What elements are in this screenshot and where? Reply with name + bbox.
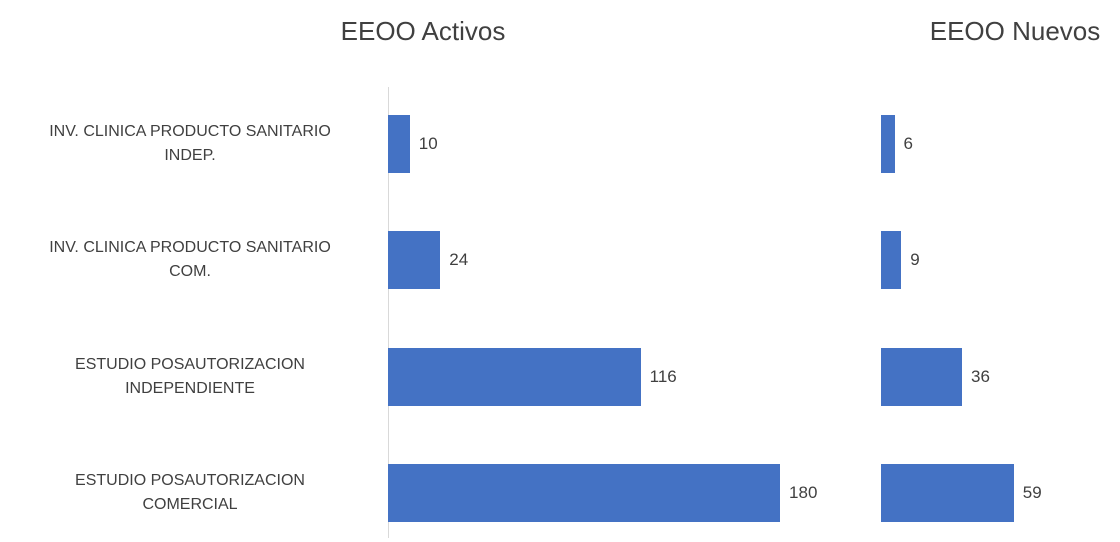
data-label: 6 — [903, 134, 913, 153]
bar — [881, 115, 895, 173]
bar — [881, 464, 1014, 523]
bar — [388, 347, 641, 406]
data-label: 59 — [1022, 483, 1042, 503]
chart-title: EEOO Activos — [340, 16, 506, 46]
data-label: 116 — [649, 366, 677, 386]
data-label: 180 — [789, 483, 818, 503]
bar — [388, 231, 441, 290]
bar — [881, 347, 962, 406]
category-label: ESTUDIO POSAUTORIZACION COMERCIAL — [75, 472, 305, 514]
bar — [881, 231, 902, 290]
category-label: INV. CLINICA PRODUCTO SANITARIO INDEP. — [49, 123, 331, 164]
category-label: INV. CLINICA PRODUCTO SANITARIO COM. — [49, 239, 331, 281]
data-label: 36 — [971, 366, 990, 386]
bar — [388, 464, 781, 523]
bar — [388, 115, 410, 173]
axis-line — [388, 87, 389, 538]
data-label: 24 — [449, 250, 469, 270]
chart-title: EEOO Nuevos — [929, 16, 1101, 46]
data-label: 10 — [418, 134, 438, 153]
data-label: 9 — [910, 250, 920, 270]
category-label: ESTUDIO POSAUTORIZACION INDEPENDIENTE — [75, 355, 305, 397]
